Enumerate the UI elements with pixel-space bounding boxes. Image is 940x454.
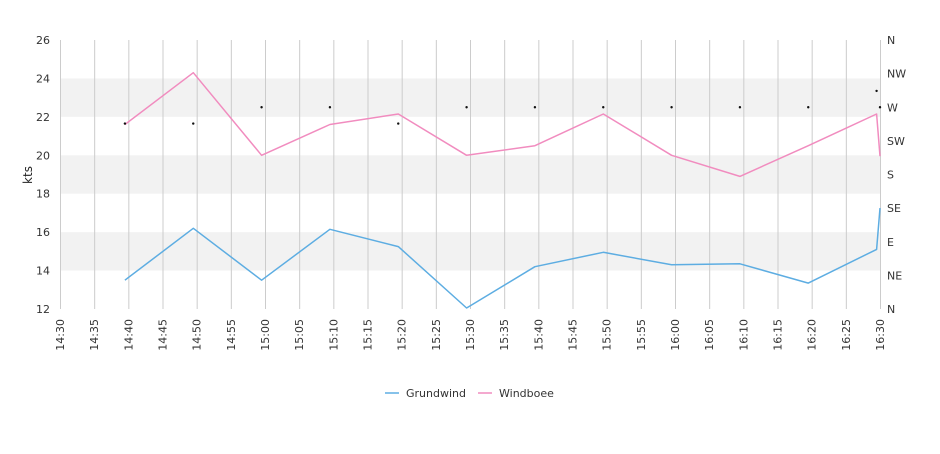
series-layer	[124, 71, 881, 309]
x-tick-label: 16:00	[669, 319, 682, 351]
y2-tick-label: N	[887, 34, 895, 47]
x-tick-label: 14:40	[122, 319, 135, 351]
x-tick-label: 16:20	[806, 319, 819, 351]
x-tick-label: 15:45	[567, 319, 580, 351]
y2-tick-label: NE	[887, 269, 902, 282]
x-tick-label: 14:35	[88, 319, 101, 351]
legend-label: Windboee	[499, 387, 554, 400]
y-tick-label: 18	[36, 188, 50, 201]
x-tick-label: 14:45	[157, 319, 170, 351]
y2-tick-label: N	[887, 303, 895, 316]
x-tick-label: 14:50	[191, 319, 204, 351]
x-tick-label: 16:25	[840, 319, 853, 351]
y-tick-label: 20	[36, 149, 50, 162]
y-axis-label: kts	[21, 166, 35, 184]
direction-marker	[328, 106, 332, 109]
y2-tick-label: SE	[887, 202, 901, 215]
y-tick-label: 24	[36, 72, 50, 85]
x-tick-label: 15:25	[430, 319, 443, 351]
x-tick-label: 16:15	[772, 319, 785, 351]
y2-tick-label: W	[887, 101, 898, 114]
direction-marker	[465, 106, 468, 109]
direction-marker	[260, 106, 263, 109]
x-tick-label: 15:40	[532, 319, 545, 351]
legend: Grundwind Windboee	[385, 387, 554, 400]
y2-axis-ticks: N NE E SE S SW W NW N	[887, 34, 906, 316]
x-tick-label: 15:55	[635, 319, 648, 351]
x-tick-label: 16:05	[703, 319, 716, 351]
x-tick-label: 14:30	[54, 319, 67, 351]
direction-marker	[878, 106, 882, 109]
x-tick-label: 15:35	[498, 319, 511, 351]
x-tick-label: 14:55	[225, 319, 238, 351]
x-tick-label: 15:15	[362, 319, 375, 351]
y-tick-label: 16	[36, 226, 50, 239]
series-line-windboee	[124, 71, 881, 178]
x-tick-label: 16:30	[874, 319, 887, 351]
x-tick-label: 15:30	[464, 319, 477, 351]
x-tick-label: 15:00	[259, 319, 272, 351]
direction-marker	[397, 122, 400, 125]
direction-marker	[875, 89, 878, 93]
y2-tick-label: NW	[887, 68, 906, 81]
direction-marker	[123, 122, 127, 125]
y-tick-label: 14	[36, 265, 50, 278]
x-tick-label: 16:10	[737, 319, 750, 351]
x-tick-label: 15:50	[601, 319, 614, 351]
y-axis-ticks: 12 14 16 18 20 22 24 26	[36, 34, 50, 316]
x-tick-label: 15:10	[327, 319, 340, 351]
legend-label: Grundwind	[406, 387, 466, 400]
direction-marker	[807, 106, 810, 109]
y-tick-label: 12	[36, 303, 50, 316]
direction-marker	[533, 106, 537, 109]
x-axis-ticks: 14:30 14:35 14:40 14:45 14:50 14:55 15:00 15:05…	[54, 319, 887, 351]
direction-marker	[738, 106, 742, 109]
direction-marker	[602, 106, 605, 109]
direction-marker	[670, 106, 673, 109]
y-tick-label: 26	[36, 34, 50, 47]
x-tick-label: 15:05	[293, 319, 306, 351]
series-line-grundwind	[124, 208, 881, 309]
y2-tick-label: E	[887, 236, 894, 249]
legend-item-windboee[interactable]: Windboee	[478, 387, 554, 400]
y2-tick-label: S	[887, 169, 894, 182]
legend-item-grundwind[interactable]: Grundwind	[385, 387, 466, 400]
direction-markers	[123, 89, 882, 125]
x-tick-label: 15:20	[396, 319, 409, 351]
y-tick-label: 22	[36, 111, 50, 124]
direction-marker	[192, 122, 195, 125]
y2-tick-label: SW	[887, 135, 905, 148]
